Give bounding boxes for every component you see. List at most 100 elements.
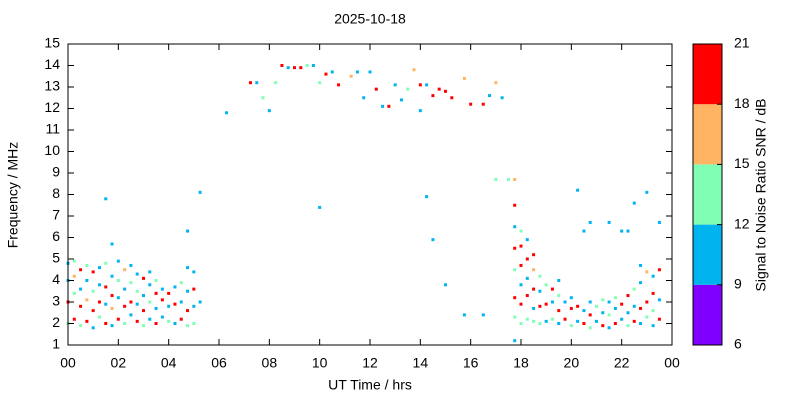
y-tick-label: 11 (45, 121, 60, 137)
point (167, 304, 171, 308)
point (160, 287, 164, 291)
x-tick-label: 18 (513, 355, 529, 371)
colorbar-band (693, 44, 722, 105)
point (519, 283, 523, 287)
point (374, 87, 378, 91)
point (462, 313, 466, 317)
point (324, 72, 328, 76)
point (525, 294, 529, 298)
y-tick-label: 8 (52, 185, 60, 201)
x-tick-label: 12 (362, 355, 378, 371)
point (513, 296, 517, 300)
point (72, 259, 76, 263)
point (116, 296, 120, 300)
point (192, 304, 196, 308)
y-tick-label: 5 (52, 250, 60, 266)
y-tick-label: 12 (44, 99, 60, 115)
point (79, 324, 83, 328)
point (544, 302, 548, 306)
point (532, 306, 536, 310)
point (192, 322, 196, 325)
point (154, 322, 158, 325)
point (148, 317, 152, 321)
point (500, 96, 504, 100)
point (657, 317, 661, 321)
point (639, 263, 643, 267)
point (613, 296, 617, 300)
point (601, 324, 605, 328)
point (299, 66, 303, 70)
x-tick-label: 20 (564, 355, 580, 371)
y-tick-label: 13 (44, 78, 60, 94)
point (544, 319, 548, 323)
x-tick-label: 04 (161, 355, 177, 371)
point (148, 270, 152, 274)
point (576, 188, 580, 192)
point (557, 294, 561, 298)
point (91, 309, 95, 313)
y-tick-label: 3 (52, 293, 60, 309)
point (569, 306, 573, 310)
point (167, 291, 171, 295)
point (519, 322, 523, 325)
point (173, 302, 177, 306)
colorbar-tick-label: 15 (734, 155, 750, 171)
point (601, 311, 605, 315)
point (104, 197, 108, 201)
point (104, 261, 108, 265)
point (179, 300, 183, 304)
point (588, 326, 592, 330)
point (632, 201, 636, 205)
point (123, 287, 127, 291)
point (116, 279, 120, 282)
point (186, 289, 190, 293)
point (513, 268, 517, 272)
x-tick-label: 08 (262, 355, 278, 371)
point (538, 304, 542, 308)
point (525, 317, 529, 321)
point (148, 300, 152, 304)
point (532, 287, 536, 291)
point (72, 274, 76, 278)
point (632, 319, 636, 323)
x-tick-label: 22 (614, 355, 630, 371)
point (519, 244, 523, 248)
point (142, 309, 145, 313)
y-tick-label: 2 (52, 314, 60, 330)
y-axis-label: Frequency / MHz (5, 142, 21, 249)
point (173, 322, 177, 325)
point (645, 300, 649, 304)
point (494, 177, 498, 181)
colorbar-tick-label: 9 (734, 276, 742, 292)
point (192, 270, 196, 274)
point (519, 229, 523, 233)
point (576, 304, 580, 308)
point (110, 306, 114, 310)
colorbar-tick-label: 21 (734, 35, 750, 51)
point (129, 263, 133, 267)
point (406, 87, 410, 91)
point (525, 276, 529, 280)
point (129, 313, 133, 317)
point (97, 315, 101, 319)
point (368, 70, 372, 74)
point (601, 298, 605, 302)
point (431, 238, 435, 242)
point (513, 246, 517, 250)
point (135, 319, 139, 323)
point (576, 319, 580, 323)
point (116, 317, 120, 321)
point (626, 324, 630, 328)
point (91, 270, 95, 274)
point (607, 313, 611, 317)
point (425, 195, 429, 199)
point (607, 326, 611, 330)
point (462, 76, 466, 80)
point (538, 274, 542, 278)
point (186, 324, 190, 328)
point (513, 315, 517, 319)
point (418, 83, 422, 87)
point (645, 190, 649, 194)
point (513, 203, 517, 207)
